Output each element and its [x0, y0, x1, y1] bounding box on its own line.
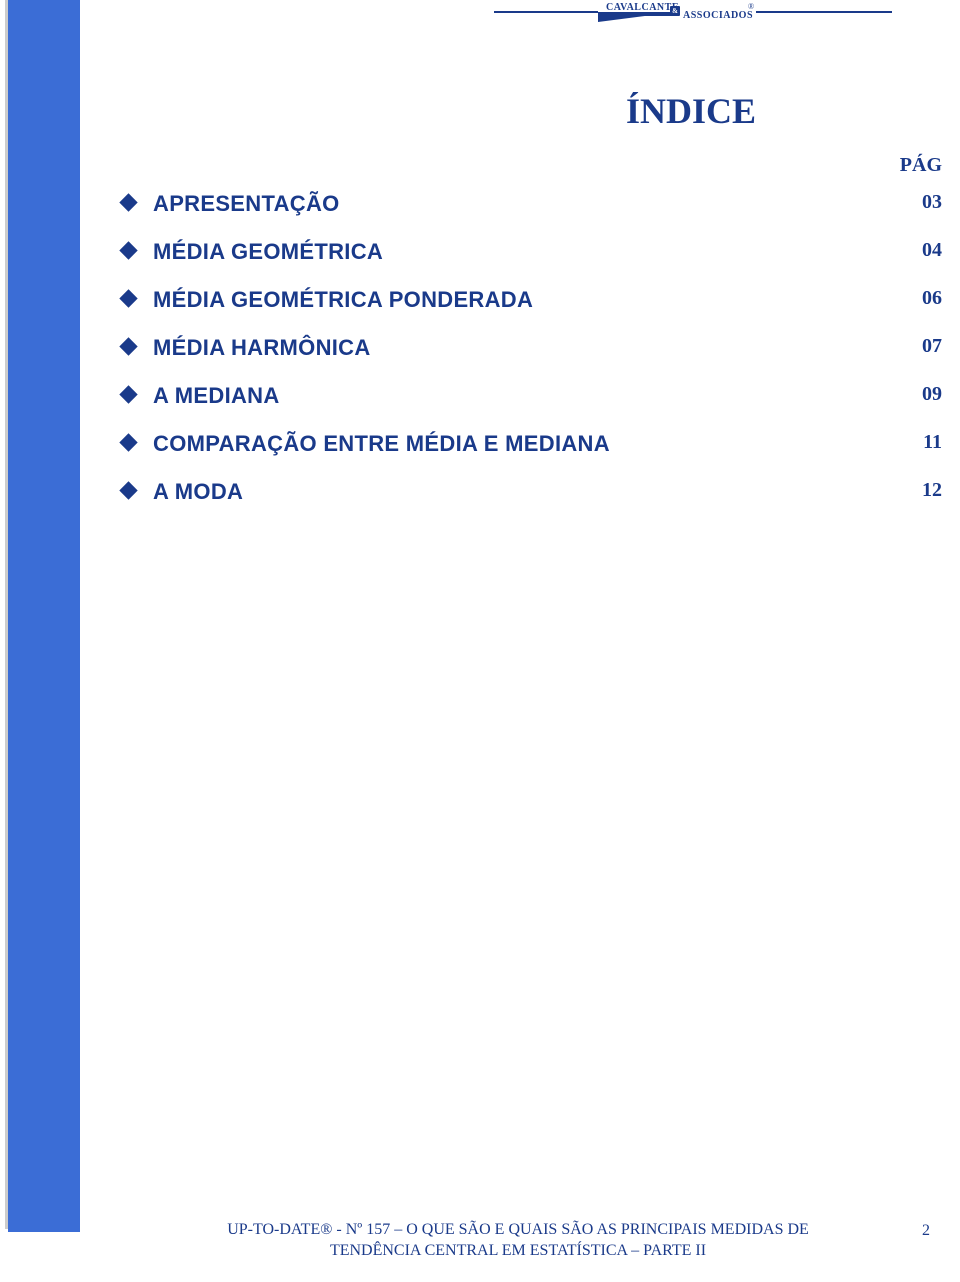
footer-line1: UP-TO-DATE® - Nº 157 – O QUE SÃO E QUAIS… [227, 1221, 809, 1238]
toc-entry: A MODA 12 [122, 479, 942, 505]
toc-list: APRESENTAÇÃO 03 MÉDIA GEOMÉTRICA 04 MÉDI… [122, 191, 942, 505]
toc-entry-page: 12 [902, 479, 942, 502]
toc-entry-label: COMPARAÇÃO ENTRE MÉDIA E MEDIANA [153, 431, 902, 457]
toc-entry: APRESENTAÇÃO 03 [122, 191, 942, 217]
brand-ampersand: & [670, 6, 680, 16]
footer-page-number: 2 [910, 1220, 930, 1240]
brand-logo: CAVALCANTE & ASSOCIADOS ® [494, 2, 892, 30]
diamond-bullet-icon [119, 289, 137, 307]
toc-entry-page: 09 [902, 383, 942, 406]
page-title: ÍNDICE [122, 90, 942, 132]
diamond-bullet-icon [119, 433, 137, 451]
diamond-bullet-icon [119, 241, 137, 259]
page-column-header: PÁG [122, 154, 942, 177]
logo-triangle-icon [598, 12, 676, 22]
toc-entry-page: 11 [902, 431, 942, 454]
toc-entry-page: 07 [902, 335, 942, 358]
logo-rule-right [756, 11, 892, 13]
diamond-bullet-icon [119, 337, 137, 355]
diamond-bullet-icon [119, 385, 137, 403]
toc-entry-page: 06 [902, 287, 942, 310]
logo-rule-left [494, 11, 598, 13]
brand-name-bottom: ASSOCIADOS [683, 10, 753, 21]
toc-entry: MÉDIA GEOMÉTRICA 04 [122, 239, 942, 265]
diamond-bullet-icon [119, 481, 137, 499]
toc-entry-page: 03 [902, 191, 942, 214]
logo-block: CAVALCANTE & ASSOCIADOS ® [598, 2, 756, 30]
toc-entry-label: A MEDIANA [153, 383, 902, 409]
footer-caption: UP-TO-DATE® - Nº 157 – O QUE SÃO E QUAIS… [126, 1220, 910, 1262]
toc-entry: MÉDIA GEOMÉTRICA PONDERADA 06 [122, 287, 942, 313]
toc-entry-label: A MODA [153, 479, 902, 505]
footer-line2: TENDÊNCIA CENTRAL EM ESTATÍSTICA – PARTE… [330, 1242, 706, 1259]
toc-entry: COMPARAÇÃO ENTRE MÉDIA E MEDIANA 11 [122, 431, 942, 457]
sidebar-decoration [8, 0, 80, 1232]
main-content: ÍNDICE PÁG APRESENTAÇÃO 03 MÉDIA GEOMÉTR… [122, 90, 942, 527]
toc-entry-label: MÉDIA GEOMÉTRICA [153, 239, 902, 265]
toc-entry-page: 04 [902, 239, 942, 262]
page-footer: UP-TO-DATE® - Nº 157 – O QUE SÃO E QUAIS… [126, 1220, 930, 1262]
toc-entry-label: APRESENTAÇÃO [153, 191, 902, 217]
toc-entry-label: MÉDIA GEOMÉTRICA PONDERADA [153, 287, 902, 313]
toc-entry-label: MÉDIA HARMÔNICA [153, 335, 902, 361]
diamond-bullet-icon [119, 193, 137, 211]
toc-entry: MÉDIA HARMÔNICA 07 [122, 335, 942, 361]
registered-mark: ® [748, 2, 754, 11]
toc-entry: A MEDIANA 09 [122, 383, 942, 409]
